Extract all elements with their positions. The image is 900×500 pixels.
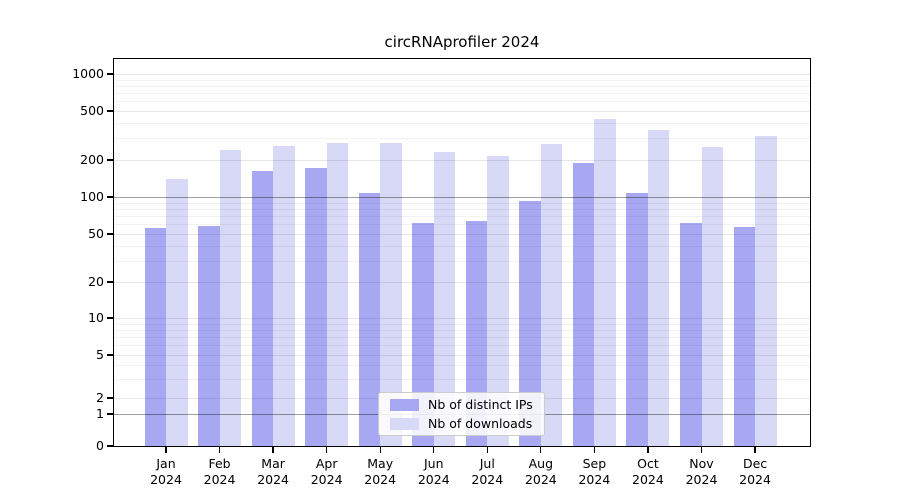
y-axis-tick-label: 0 <box>96 438 104 453</box>
plot-area <box>113 58 811 447</box>
y-axis-tick-label: 1 <box>96 406 104 421</box>
y-axis-tick-label: 1000 <box>72 66 104 81</box>
x-tick-mark <box>165 446 167 453</box>
y-axis-tick-label: 100 <box>80 189 104 204</box>
x-axis-year-label: 2024 <box>150 471 182 487</box>
x-axis-month-label: Sep <box>582 456 607 471</box>
x-tick-mark <box>754 446 756 453</box>
x-tick-mark <box>218 446 221 453</box>
x-axis-month-label: Mar <box>261 456 285 471</box>
legend: Nb of distinct IPs Nb of downloads <box>378 392 545 436</box>
x-axis-year-label: 2024 <box>257 471 289 487</box>
legend-label-distinct-ips: Nb of distinct IPs <box>428 397 533 412</box>
x-tick-mark <box>433 446 435 453</box>
x-tick-mark <box>379 446 381 453</box>
x-tick-mark <box>272 446 274 453</box>
x-axis-year-label: 2024 <box>524 471 557 487</box>
x-tick-mark <box>540 446 542 453</box>
x-axis-year-label: 2024 <box>739 471 771 487</box>
x-tick-mark <box>326 446 328 453</box>
x-axis-month-label: Apr <box>315 456 338 471</box>
x-axis-month-label: Oct <box>637 456 659 471</box>
x-axis-month-label: Nov <box>689 456 714 471</box>
x-axis-month-label: Jun <box>423 456 444 471</box>
x-tick-mark <box>486 446 488 453</box>
legend-swatch-distinct-ips <box>390 398 419 411</box>
y-axis-tick-label: 10 <box>88 310 104 325</box>
x-axis-month-label: Jan <box>156 456 176 471</box>
x-axis-year-label: 2024 <box>471 471 504 487</box>
y-axis-tick-label: 20 <box>88 274 104 289</box>
y-axis-tick-label: 200 <box>80 152 104 167</box>
x-axis-year-label: 2024 <box>417 471 450 487</box>
x-axis-year-label: 2024 <box>364 471 397 487</box>
x-axis-month-label: Feb <box>208 456 231 471</box>
x-tick-mark <box>700 446 703 453</box>
x-tick-mark <box>647 446 649 453</box>
y-axis-tick-label: 2 <box>96 390 104 405</box>
x-axis-year-label: 2024 <box>310 471 343 487</box>
y-axis-tick-label: 50 <box>88 226 104 241</box>
x-axis-month-label: May <box>367 456 394 471</box>
x-axis-year-label: 2024 <box>203 471 236 487</box>
legend-item-downloads: Nb of downloads <box>379 416 544 431</box>
x-axis-year-label: 2024 <box>685 471 718 487</box>
chart-title: circRNAprofiler 2024 <box>384 33 540 51</box>
x-tick-mark <box>593 446 596 453</box>
x-axis-month-label: Jul <box>479 456 495 471</box>
y-axis-tick-label: 5 <box>96 347 104 362</box>
y-axis-tick-label: 500 <box>80 103 104 118</box>
legend-item-distinct-ips: Nb of distinct IPs <box>379 397 544 412</box>
x-axis-month-label: Dec <box>742 456 768 471</box>
x-axis-month-label: Aug <box>528 456 554 471</box>
x-axis-year-label: 2024 <box>578 471 611 487</box>
x-axis-year-label: 2024 <box>632 471 664 487</box>
legend-label-downloads: Nb of downloads <box>428 416 533 431</box>
legend-swatch-downloads <box>390 417 419 430</box>
